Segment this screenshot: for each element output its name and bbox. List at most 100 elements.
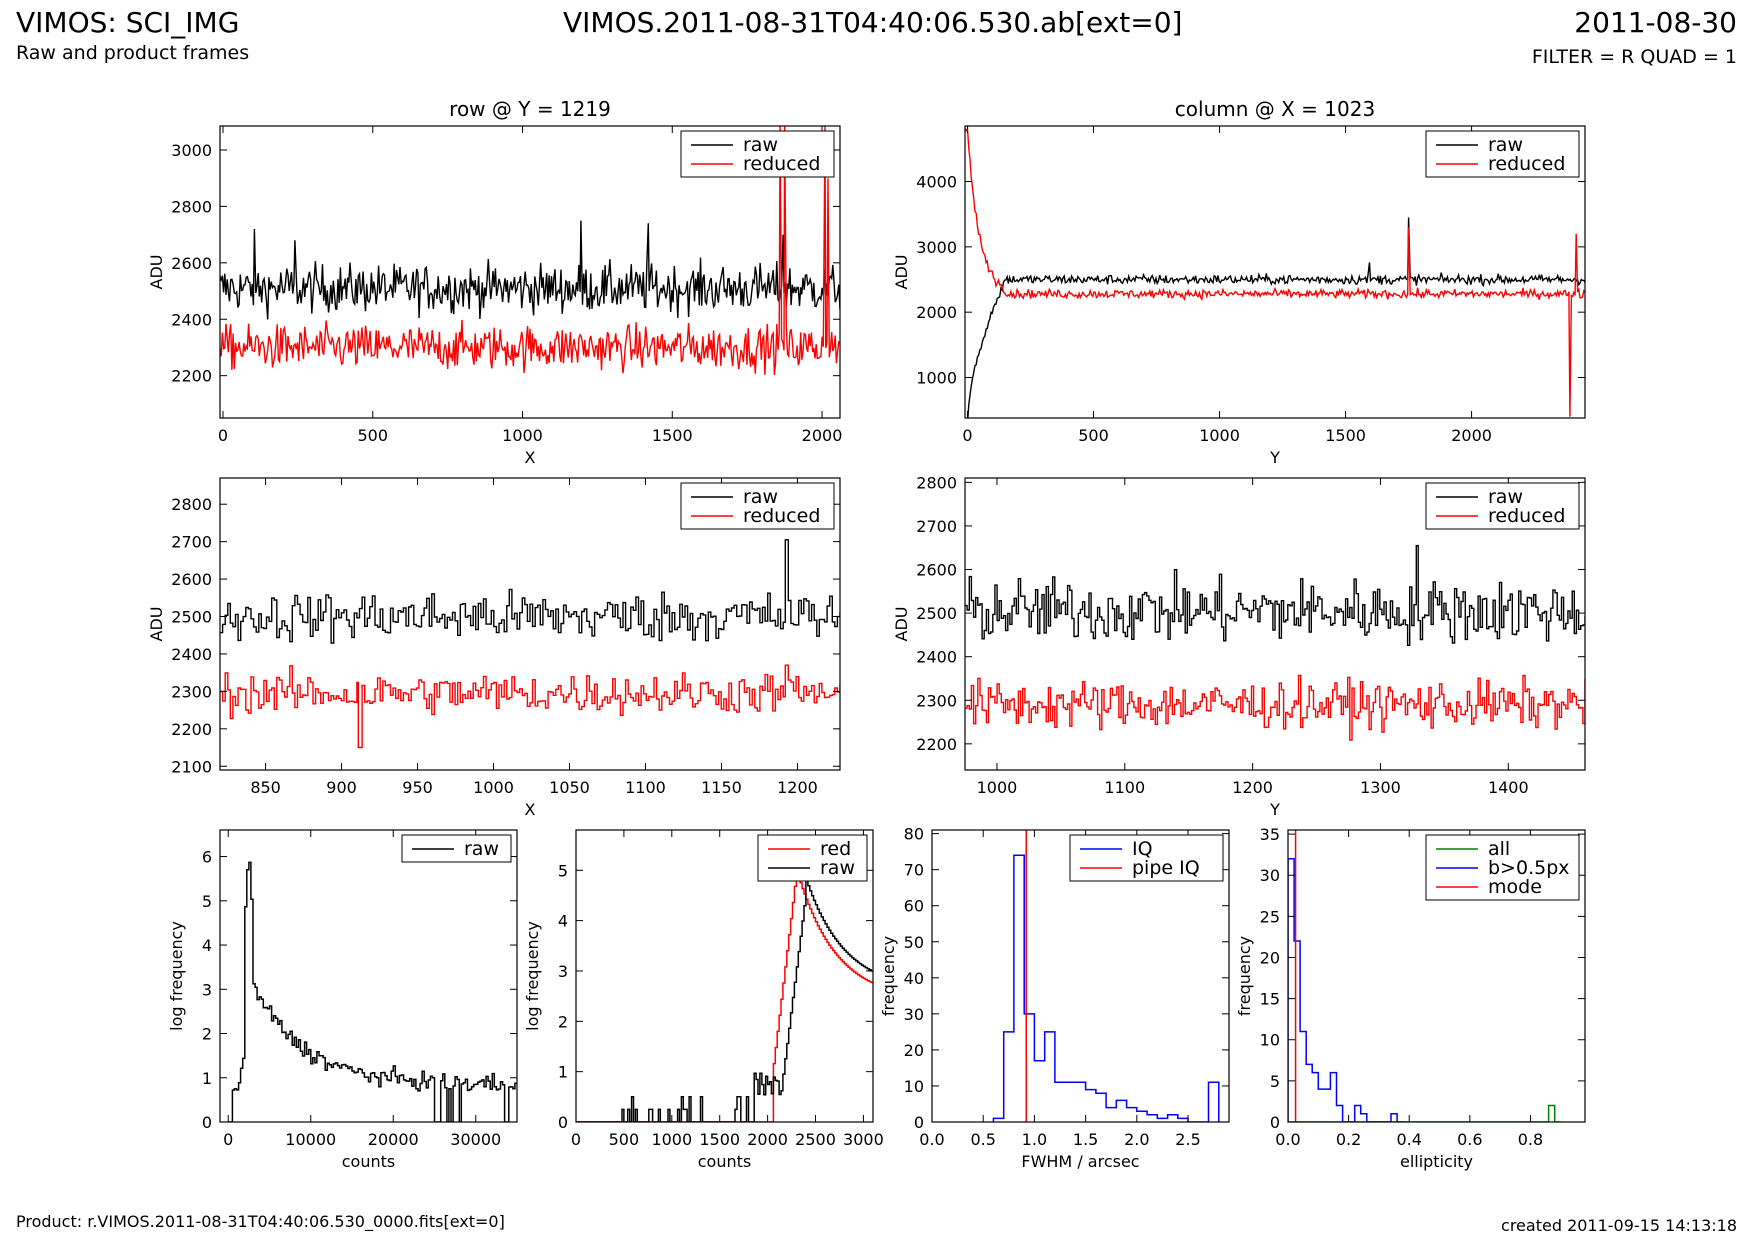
y-tick-label: 1 <box>558 1063 568 1082</box>
y-tick-label: 20 <box>1260 948 1280 967</box>
y-axis-label: log frequency <box>523 921 542 1031</box>
y-axis-label: frequency <box>879 936 898 1016</box>
y-tick-label: 5 <box>558 861 568 880</box>
axes-frame <box>219 125 841 419</box>
legend-label: reduced <box>743 153 820 175</box>
x-tick-label: 500 <box>1078 426 1109 445</box>
y-tick-label: 2 <box>558 1012 568 1031</box>
x-axis-label: FWHM / arcsec <box>1021 1152 1139 1171</box>
legend-label: reduced <box>1488 153 1565 175</box>
x-tick-label: 0.0 <box>919 1130 944 1149</box>
y-tick-label: 35 <box>1260 825 1280 844</box>
y-tick-label: 2800 <box>171 495 212 514</box>
x-tick-label: 0 <box>962 426 972 445</box>
legend-label: raw <box>743 486 778 508</box>
axes-frame <box>219 477 841 771</box>
panel-hist-raw: 0 10000 20000 30000 0 1 2 3 4 5 6 counts log frequen… <box>167 829 518 1171</box>
x-tick-label: 1200 <box>1232 778 1273 797</box>
y-axis-label: ADU <box>892 607 911 642</box>
y-tick-label: 2800 <box>916 473 957 492</box>
x-axis-label: Y <box>1269 800 1280 819</box>
y-tick-label: 3 <box>558 962 568 981</box>
panel-col-zoom: 1000 1100 1200 1300 1400 2200 2300 2400 2500 2600… <box>892 473 1586 819</box>
x-tick-label: 1100 <box>625 778 666 797</box>
legend-label: raw <box>743 134 778 156</box>
x-tick-label: 0.0 <box>1275 1130 1300 1149</box>
legend-label: raw <box>1488 134 1523 156</box>
x-tick-label: 0.4 <box>1396 1130 1421 1149</box>
series-reduced <box>220 126 840 376</box>
series-raw <box>228 861 517 1122</box>
x-tick-label: 500 <box>357 426 388 445</box>
y-tick-label: 2000 <box>916 303 957 322</box>
series-raw <box>220 539 840 644</box>
plot-area <box>992 830 1220 1122</box>
center-title: VIMOS.2011-08-31T04:40:06.530.ab[ext=0] <box>563 6 1183 39</box>
y-tick-label: 0 <box>1270 1113 1280 1132</box>
plot-area <box>220 126 840 376</box>
axes-frame <box>964 125 1586 419</box>
y-tick-label: 2800 <box>171 197 212 216</box>
x-tick-label: 1500 <box>652 426 693 445</box>
y-tick-label: 2300 <box>916 691 957 710</box>
y-tick-label: 2300 <box>171 682 212 701</box>
panel-hist-zoom: 0 500 1000 1500 2000 2500 3000 0 1 2 3 4 5 counts log … <box>523 829 884 1171</box>
legend-label: mode <box>1488 876 1542 898</box>
y-tick-label: 0 <box>202 1113 212 1132</box>
legend-box <box>1425 482 1580 530</box>
series-reduced <box>965 127 1585 417</box>
plot-area <box>965 127 1585 418</box>
x-tick-label: 1500 <box>1325 426 1366 445</box>
x-tick-label: 950 <box>402 778 433 797</box>
series-all <box>1288 1104 1561 1122</box>
x-tick-label: 0 <box>571 1130 581 1149</box>
axes-frame <box>931 829 1230 1123</box>
y-tick-label: 15 <box>1260 990 1280 1009</box>
legend-box <box>680 130 835 178</box>
x-axis-label: counts <box>698 1152 751 1171</box>
y-tick-label: 40 <box>904 969 924 988</box>
y-tick-label: 30 <box>904 1005 924 1024</box>
right-subtitle: FILTER = R QUAD = 1 <box>1531 46 1737 68</box>
x-tick-label: 20000 <box>368 1130 419 1149</box>
y-axis-label: ADU <box>892 255 911 290</box>
legend: raw <box>401 834 512 863</box>
y-axis-label: log frequency <box>167 921 186 1031</box>
legend-label: reduced <box>1488 505 1565 527</box>
y-tick-label: 2500 <box>916 604 957 623</box>
x-tick-label: 1100 <box>1104 778 1145 797</box>
y-tick-label: 3000 <box>171 141 212 160</box>
x-tick-label: 2.0 <box>1124 1130 1149 1149</box>
x-axis-label: Y <box>1269 448 1280 467</box>
panel-col-full: 0 500 1000 1500 2000 1000 2000 3000 4000 column @… <box>892 97 1586 467</box>
y-axis-label: frequency <box>1235 936 1254 1016</box>
x-tick-label: 1400 <box>1488 778 1529 797</box>
x-tick-label: 2.5 <box>1175 1130 1200 1149</box>
y-tick-label: 3000 <box>916 238 957 257</box>
y-axis-label: ADU <box>147 607 166 642</box>
legend-label: raw <box>1488 486 1523 508</box>
legend-box <box>1425 130 1580 178</box>
x-tick-label: 2000 <box>802 426 843 445</box>
legend-box <box>680 482 835 530</box>
y-tick-label: 2600 <box>916 561 957 580</box>
plot-area <box>228 861 517 1122</box>
x-tick-label: 850 <box>250 778 281 797</box>
y-tick-label: 4000 <box>916 173 957 192</box>
y-tick-label: 4 <box>202 936 212 955</box>
y-tick-label: 2200 <box>916 735 957 754</box>
y-tick-label: 80 <box>904 825 924 844</box>
series-b-0-5px <box>1288 858 1404 1122</box>
series-raw <box>220 220 840 320</box>
x-tick-label: 0.8 <box>1518 1130 1543 1149</box>
plot-area <box>220 539 840 749</box>
y-tick-label: 4 <box>558 912 568 931</box>
y-tick-label: 2200 <box>171 367 212 386</box>
plot-area <box>576 869 873 1122</box>
y-tick-label: 3 <box>202 980 212 999</box>
x-tick-label: 0 <box>218 426 228 445</box>
y-tick-label: 6 <box>202 848 212 867</box>
legend-box <box>757 834 868 882</box>
x-tick-label: 30000 <box>450 1130 501 1149</box>
